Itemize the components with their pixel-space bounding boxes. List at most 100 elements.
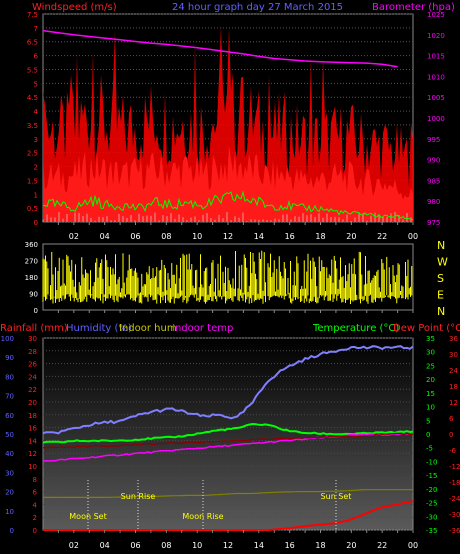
hour-label: 08: [161, 232, 171, 241]
humidity-tick-label: 100: [1, 335, 14, 343]
temperature-tick-label: 30: [426, 349, 435, 357]
legend-label: Humidity (%): [66, 323, 132, 334]
barometer-tick-label: 1020: [427, 32, 445, 40]
humidity-tick-label: 90: [5, 354, 14, 362]
hour-label: 16: [285, 541, 295, 550]
hour-label: 20: [346, 541, 356, 550]
humidity-tick-label: 0: [10, 527, 14, 535]
legend-label: Indoor temp: [172, 323, 233, 334]
event-label: Moon Rise: [182, 512, 223, 521]
dew-point-tick-label: -12: [449, 463, 460, 471]
hour-label: 04: [100, 541, 110, 550]
humidity-tick-label: 20: [5, 489, 14, 497]
wind-tick-label: 7: [34, 25, 38, 33]
barometer-tick-label: 980: [427, 198, 440, 206]
rain-tick-label: 28: [28, 348, 37, 356]
event-label: Sun Set: [321, 492, 352, 501]
barometer-line: [42, 29, 398, 68]
barometer-tick-label: 1005: [427, 94, 445, 102]
compass-label: S: [437, 272, 444, 285]
humidity-tick-label: 30: [5, 469, 14, 477]
rain-tick-label: 16: [28, 425, 37, 433]
temperature-tick-label: 25: [426, 362, 435, 370]
temperature-tick-label: 35: [426, 335, 435, 343]
barometer-tick-label: 1025: [427, 11, 445, 19]
wind-tick-label: 0: [34, 219, 38, 227]
direction-tick-label: 90: [29, 291, 38, 299]
barometer-tick-label: 985: [427, 177, 440, 185]
series-line: [43, 489, 413, 498]
temperature-tick-label: -20: [426, 486, 437, 494]
hour-label: 08: [161, 541, 171, 550]
dew-point-tick-label: 6: [449, 415, 454, 423]
temperature-tick-label: -30: [426, 513, 437, 521]
wind-tick-label: 2.5: [27, 150, 38, 158]
event-label: Sun Rise: [121, 492, 156, 501]
hour-label: 18: [315, 541, 325, 550]
wind-barometer-panel: 0 0.5 1 1.5 2 2.5 3 3.5 4 4.5 5 5.5 6 6.5 7 7.5 975 980 98…: [27, 11, 445, 227]
legend-label: Indoor hum: [119, 323, 177, 334]
series-line: [42, 345, 414, 435]
humidity-tick-label: 50: [5, 431, 14, 439]
rain-tick-label: 14: [28, 437, 37, 445]
temperature-tick-label: -15: [426, 472, 437, 480]
barometer-tick-label: 990: [427, 157, 440, 165]
temperature-tick-label: 20: [426, 376, 435, 384]
rain-tick-label: 22: [28, 386, 37, 394]
direction-tick-label: 270: [25, 258, 38, 266]
humidity-tick-label: 80: [5, 373, 14, 381]
rain-tick-label: 6: [33, 489, 38, 497]
wind-tick-label: 5.5: [27, 66, 38, 74]
windspeed-axis-label: Windspeed (m/s): [32, 2, 117, 13]
direction-tick-label: 360: [25, 241, 38, 249]
compass-label: N: [437, 305, 445, 318]
barometer-axis-label: Barometer (hpa): [372, 2, 455, 13]
event-label: Moon Set: [69, 512, 106, 521]
dew-point-tick-label: -6: [449, 447, 457, 455]
wind-tick-label: 6: [34, 53, 39, 61]
hour-label: 06: [130, 232, 140, 241]
rain-tick-label: 24: [28, 373, 37, 381]
series-line: [42, 432, 414, 449]
rain-tick-label: 26: [28, 361, 37, 369]
dew-point-tick-label: -18: [449, 479, 460, 487]
hour-label: 14: [254, 232, 264, 241]
barometer-tick-label: 995: [427, 136, 440, 144]
compass-label: N: [437, 239, 445, 252]
temperature-tick-label: 5: [426, 417, 430, 425]
wind-tick-label: 1: [34, 191, 38, 199]
humidity-tick-label: 60: [5, 412, 14, 420]
humidity-tick-label: 10: [5, 508, 14, 516]
wind-tick-label: 7.5: [27, 11, 38, 19]
rain-tick-label: 4: [33, 501, 38, 509]
rain-tick-label: 12: [28, 450, 37, 458]
hour-label: 00: [408, 541, 418, 550]
temperature-tick-label: -35: [426, 527, 437, 535]
hour-label: 10: [192, 541, 202, 550]
wind-tick-label: 4.5: [27, 94, 38, 102]
legend-label: Temperature (°C): [312, 323, 399, 334]
barometer-tick-label: 975: [427, 219, 440, 227]
wind-tick-label: 1.5: [27, 177, 38, 185]
dew-point-tick-label: 12: [449, 399, 458, 407]
temperature-tick-label: -5: [426, 445, 433, 453]
hour-label: 02: [69, 541, 79, 550]
rain-tick-label: 18: [28, 412, 37, 420]
barometer-tick-label: 1015: [427, 53, 445, 61]
rain-tick-label: 10: [28, 463, 37, 471]
rain-tick-label: 0: [33, 527, 37, 535]
hour-label: 00: [408, 232, 418, 241]
dew-point-tick-label: 30: [449, 351, 458, 359]
hour-label: 18: [315, 232, 325, 241]
hour-label: 22: [377, 232, 387, 241]
humidity-tick-label: 40: [5, 450, 14, 458]
direction-tick-label: 180: [25, 274, 38, 282]
rain-tick-label: 8: [33, 476, 37, 484]
series-line: [42, 432, 414, 462]
temperature-tick-label: -10: [426, 458, 437, 466]
legend-label: Rainfall (mm): [0, 323, 68, 334]
dew-point-tick-label: 24: [449, 367, 458, 375]
graph-title: 24 hour graph day 27 March 2015: [172, 2, 343, 13]
